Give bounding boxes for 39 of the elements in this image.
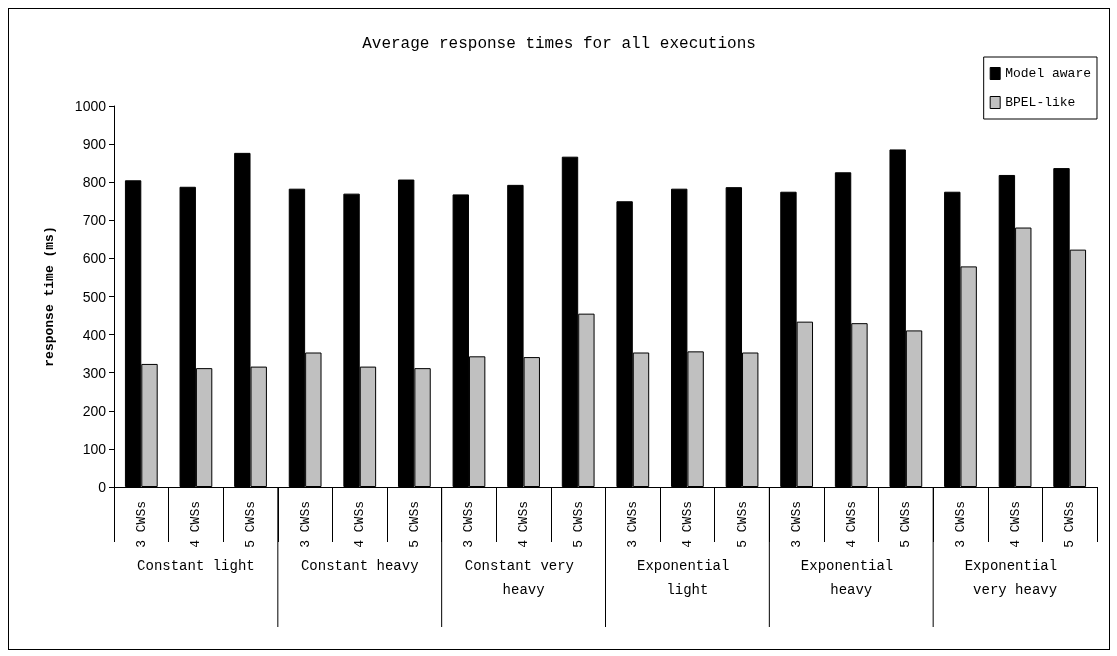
text: Exponential very heavy: [964, 558, 1066, 598]
x-tick-label: 4 CWSs: [679, 501, 695, 548]
x-tick-label: 3 CWSs: [789, 501, 805, 548]
x-tick-label: 4 CWSs: [352, 501, 368, 548]
legend-label: BPEL-like: [1005, 95, 1076, 110]
y-tick-label: 400: [82, 326, 107, 343]
x-tick-label: 5 CWSs: [243, 501, 259, 548]
x-tick-label: 4 CWSs: [1007, 501, 1023, 548]
text: Exponential heavy: [800, 558, 902, 598]
y-tick-label: 900: [82, 136, 107, 153]
x-tick-label: 5 CWSs: [898, 501, 914, 548]
x-tick-label: 5 CWSs: [1062, 501, 1078, 548]
x-tick-label: 4 CWSs: [188, 501, 204, 548]
y-tick-label: 100: [82, 440, 107, 457]
chart-title: Average response times for all executions: [362, 35, 756, 53]
x-tick-label: 5 CWSs: [570, 501, 586, 548]
y-tick-label: 300: [82, 364, 107, 381]
text: Exponential light: [637, 558, 738, 598]
y-tick-label: 600: [82, 250, 107, 267]
y-tick-label: 500: [82, 288, 107, 305]
x-tick-label: 5 CWSs: [406, 501, 422, 548]
y-axis-title: response time (ms): [42, 226, 57, 367]
y-tick-label: 0: [98, 479, 107, 495]
text: Constant heavy: [300, 558, 419, 574]
legend-label: Model aware: [1005, 66, 1092, 81]
y-tick-label: 800: [82, 174, 107, 191]
y-tick-label: 200: [82, 402, 107, 419]
x-tick-label: 3 CWSs: [461, 501, 477, 548]
x-tick-label: 3 CWSs: [625, 501, 641, 548]
y-tick-label: 1000: [74, 98, 107, 114]
x-tick-label: 4 CWSs: [843, 501, 859, 548]
text: Constant light: [137, 558, 255, 574]
x-tick-label: 3 CWSs: [952, 501, 968, 548]
text: Constant very heavy: [464, 558, 583, 598]
x-tick-label: 3 CWSs: [297, 501, 313, 548]
x-tick-label: 4 CWSs: [516, 501, 532, 548]
x-tick-label: 5 CWSs: [734, 501, 750, 548]
y-tick-label: 700: [82, 212, 107, 229]
x-tick-label: 3 CWSs: [133, 501, 149, 548]
